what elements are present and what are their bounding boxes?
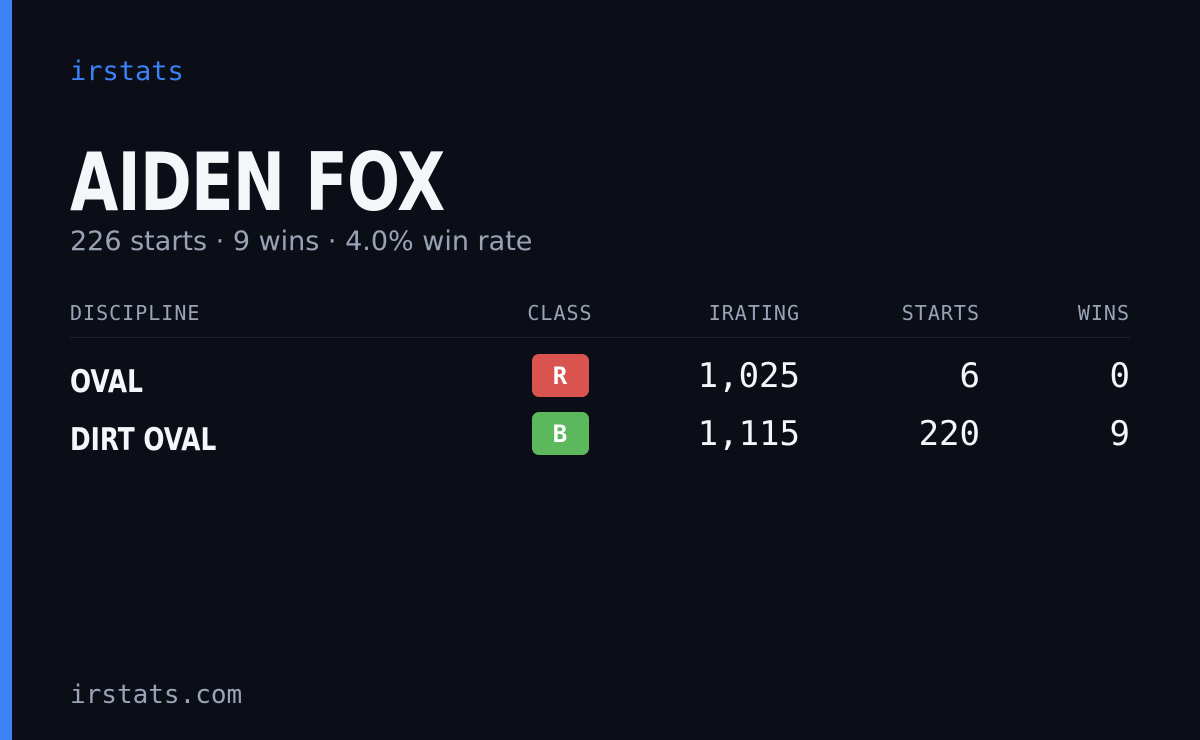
class-cell: B <box>460 412 660 455</box>
class-badge: R <box>531 354 589 397</box>
header-rule <box>70 337 1130 338</box>
footer: irstats.com <box>70 680 243 710</box>
accent-bar <box>0 0 12 740</box>
stat-value: 0 <box>1109 356 1130 396</box>
stat-value: 1,115 <box>697 414 800 454</box>
class-badge: B <box>531 412 589 455</box>
class-cell: R <box>460 354 660 397</box>
brand: irstats <box>70 56 184 87</box>
stat-value: 9 <box>1109 414 1130 454</box>
column-header: WINS <box>1077 301 1130 325</box>
discipline: DIRT OVAL <box>70 422 217 458</box>
driver-summary: 226 starts · 9 wins · 4.0% win rate <box>70 226 533 257</box>
column-header: DISCIPLINE <box>70 301 201 325</box>
column-header: STARTS <box>901 301 980 325</box>
driver-name: AIDEN FOX <box>70 136 445 229</box>
stat-value: 1,025 <box>697 356 800 396</box>
column-header: IRATING <box>708 301 800 325</box>
column-header: CLASS <box>527 301 593 325</box>
stat-value: 6 <box>959 356 980 396</box>
discipline: OVAL <box>70 364 143 400</box>
stat-value: 220 <box>918 414 980 454</box>
